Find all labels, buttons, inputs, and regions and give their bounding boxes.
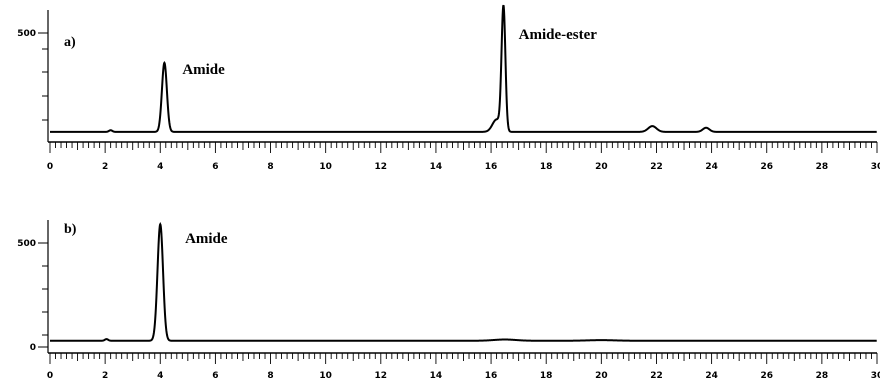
x-tick-label: 0 xyxy=(47,162,53,172)
x-tick-label: 12 xyxy=(375,371,388,378)
x-tick-label: 12 xyxy=(375,162,388,172)
x-tick-label: 24 xyxy=(705,162,718,172)
x-tick-label: 16 xyxy=(485,371,498,378)
x-tick-label: 26 xyxy=(760,371,773,378)
y-tick-label: 500 xyxy=(17,29,36,39)
x-tick-label: 6 xyxy=(212,162,218,172)
chromatogram-trace xyxy=(50,221,877,342)
x-tick-label: 30 xyxy=(871,162,880,172)
x-tick-label: 10 xyxy=(319,371,332,378)
x-tick-label: 28 xyxy=(816,162,829,172)
x-tick-label: 16 xyxy=(485,162,498,172)
x-tick-label: 26 xyxy=(760,162,773,172)
peak-annotation: Amide xyxy=(182,62,225,78)
x-tick-label: 18 xyxy=(540,162,553,172)
y-tick-label: 0 xyxy=(30,343,36,353)
x-tick-label: 22 xyxy=(650,162,663,172)
x-tick-label: 4 xyxy=(157,162,163,172)
chromatogram-trace xyxy=(50,4,877,133)
x-tick-label: 8 xyxy=(267,162,273,172)
x-tick-label: 28 xyxy=(816,371,829,378)
x-tick-label: 2 xyxy=(102,162,108,172)
x-tick-label: 30 xyxy=(871,371,880,378)
x-tick-label: 8 xyxy=(267,371,273,378)
x-tick-label: 10 xyxy=(319,162,332,172)
x-tick-label: 20 xyxy=(595,371,608,378)
x-tick-label: 2 xyxy=(102,371,108,378)
x-tick-label: 6 xyxy=(212,371,218,378)
peak-annotation: Amide xyxy=(185,231,228,247)
x-tick-label: 0 xyxy=(47,371,53,378)
panel-label: a) xyxy=(64,35,76,50)
x-tick-label: 22 xyxy=(650,371,663,378)
x-tick-label: 14 xyxy=(430,162,443,172)
x-tick-label: 20 xyxy=(595,162,608,172)
x-tick-label: 14 xyxy=(430,371,443,378)
panel-label: b) xyxy=(64,222,77,237)
x-tick-label: 24 xyxy=(705,371,718,378)
peak-annotation: Amide-ester xyxy=(519,27,598,43)
x-tick-label: 4 xyxy=(157,371,163,378)
x-tick-label: 18 xyxy=(540,371,553,378)
y-tick-label: 500 xyxy=(17,239,36,249)
